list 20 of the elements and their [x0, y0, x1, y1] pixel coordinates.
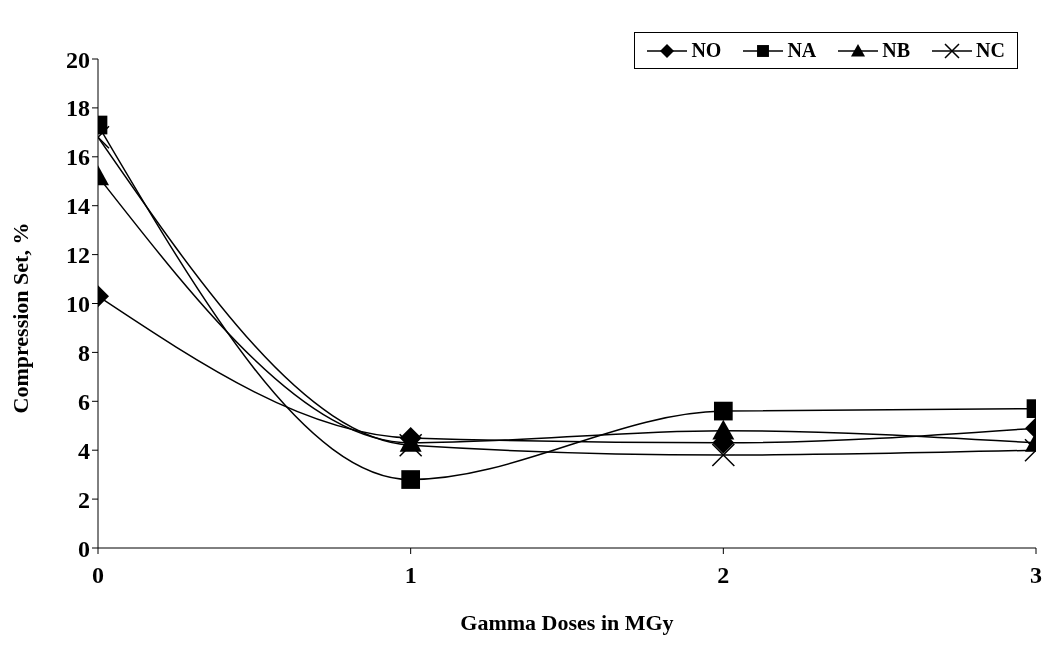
y-tick-label: 2 [78, 486, 90, 513]
x-axis-title: Gamma Doses in MGy [460, 610, 674, 635]
y-tick-label: 20 [66, 46, 90, 73]
legend-label: NC [976, 39, 1005, 62]
y-tick-label: 4 [78, 437, 90, 464]
y-tick-label: 8 [78, 339, 90, 366]
legend-label: NB [882, 39, 911, 62]
y-tick-label: 6 [78, 388, 90, 415]
legend-label: NO [691, 39, 722, 62]
y-tick-label: 12 [66, 242, 90, 269]
x-tick-label: 1 [404, 562, 417, 589]
legend-label: NA [787, 39, 817, 62]
y-tick-label: 16 [66, 144, 90, 171]
y-tick-label: 0 [78, 535, 90, 562]
y-axis-title: Compression Set, % [7, 222, 33, 414]
x-tick-label: 3 [1030, 562, 1042, 589]
x-tick-label: 2 [717, 562, 730, 589]
y-tick-label: 14 [66, 193, 90, 220]
y-tick-label: 10 [66, 291, 90, 318]
y-tick-label: 18 [66, 95, 90, 122]
